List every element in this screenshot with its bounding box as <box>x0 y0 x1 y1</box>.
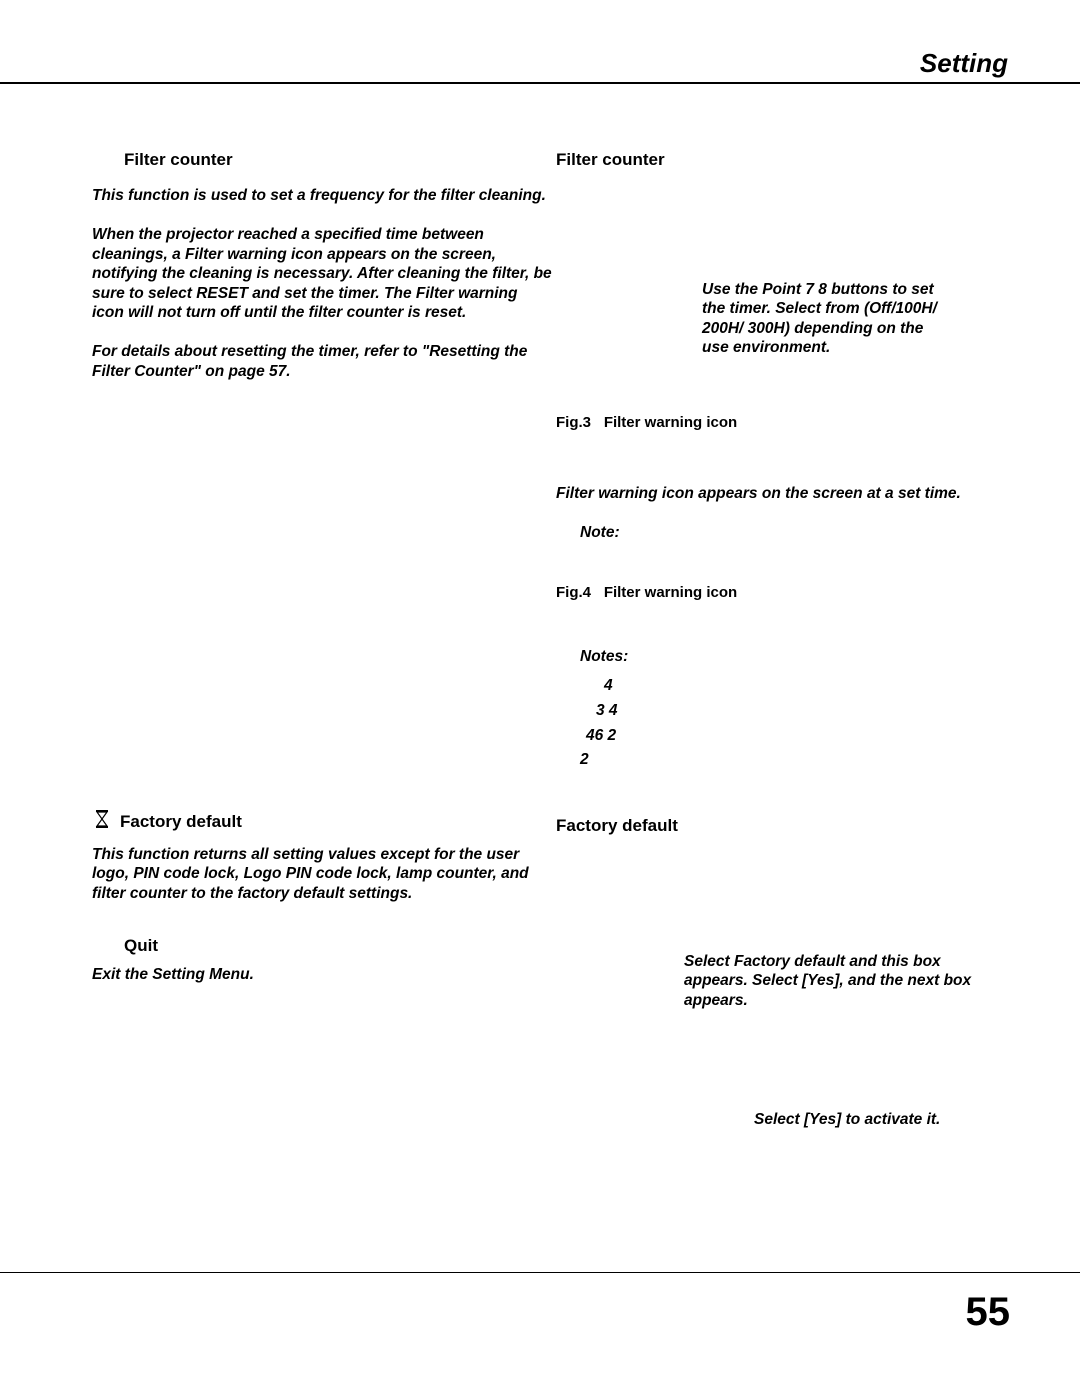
fig3-number: Fig.3 <box>556 414 591 431</box>
quit-block: Quit Exit the Setting Menu. <box>92 936 552 984</box>
factory-default-note-1: Select Factory default and this box appe… <box>684 952 974 1010</box>
right-filter-counter-title: Filter counter <box>556 150 976 170</box>
fig4-label-line: Fig.4 Filter warning icon <box>556 584 976 602</box>
notes-title: Notes: <box>580 648 960 666</box>
fig4-text: Filter warning icon <box>595 584 737 601</box>
point-button-note-text: Use the Point 7 8 buttons to set the tim… <box>702 280 942 358</box>
fig3-note-label: Note: <box>580 524 620 542</box>
factory-default-block: Factory default This function returns al… <box>92 810 552 903</box>
quit-heading: Quit <box>124 936 552 956</box>
filter-counter-para1: When the projector reached a specified t… <box>92 225 552 322</box>
filter-counter-para2: For details about resetting the timer, r… <box>92 342 552 381</box>
point-button-note: Use the Point 7 8 buttons to set the tim… <box>702 280 942 358</box>
page-number: 55 <box>966 1290 1011 1335</box>
fig3-label-line: Fig.3 Filter warning icon <box>556 414 976 432</box>
factory-default-desc: This function returns all setting values… <box>92 845 552 903</box>
left-column: Filter counter This function is used to … <box>92 150 552 401</box>
fig3-text: Filter warning icon <box>595 414 737 431</box>
footer-rule <box>0 1272 1080 1273</box>
notes-line: 46 2 <box>586 724 960 749</box>
page-title: Setting <box>920 48 1008 79</box>
right-column: Filter counter <box>556 150 976 180</box>
hourglass-icon <box>94 810 110 833</box>
factory-default-note-2: Select [Yes] to activate it. <box>754 1110 974 1129</box>
notes-lines: 4 3 4 46 2 2 <box>580 674 960 773</box>
notes-block: Notes: 4 3 4 46 2 2 <box>580 648 960 773</box>
factory-default-heading: Factory default <box>120 812 242 832</box>
filter-counter-heading: Filter counter <box>124 150 552 170</box>
fig4-number: Fig.4 <box>556 584 591 601</box>
right-factory-default-title: Factory default <box>556 816 678 836</box>
header-rule <box>0 82 1080 84</box>
notes-line: 3 4 <box>596 699 960 724</box>
filter-counter-desc: This function is used to set a frequency… <box>92 186 552 205</box>
page: Setting Filter counter This function is … <box>0 0 1080 1397</box>
notes-line: 2 <box>580 748 960 773</box>
quit-desc: Exit the Setting Menu. <box>92 966 552 984</box>
factory-default-heading-line: Factory default <box>94 810 552 833</box>
fig3-caption: Filter warning icon appears on the scree… <box>556 484 976 503</box>
notes-line: 4 <box>604 674 960 699</box>
